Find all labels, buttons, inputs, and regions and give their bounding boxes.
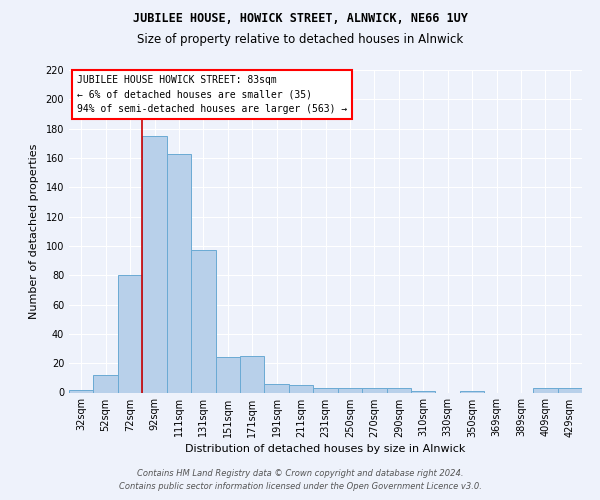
Text: Size of property relative to detached houses in Alnwick: Size of property relative to detached ho… <box>137 32 463 46</box>
Bar <box>265 384 289 392</box>
Bar <box>94 375 118 392</box>
Bar <box>191 250 215 392</box>
Bar <box>338 388 362 392</box>
Y-axis label: Number of detached properties: Number of detached properties <box>29 144 38 319</box>
Bar <box>69 390 94 392</box>
X-axis label: Distribution of detached houses by size in Alnwick: Distribution of detached houses by size … <box>185 444 466 454</box>
Bar <box>557 388 582 392</box>
Bar <box>289 385 313 392</box>
Bar <box>118 275 142 392</box>
Text: JUBILEE HOUSE HOWICK STREET: 83sqm
← 6% of detached houses are smaller (35)
94% : JUBILEE HOUSE HOWICK STREET: 83sqm ← 6% … <box>77 75 347 114</box>
Bar <box>362 388 386 392</box>
Text: JUBILEE HOUSE, HOWICK STREET, ALNWICK, NE66 1UY: JUBILEE HOUSE, HOWICK STREET, ALNWICK, N… <box>133 12 467 26</box>
Bar <box>167 154 191 392</box>
Text: Contains public sector information licensed under the Open Government Licence v3: Contains public sector information licen… <box>119 482 481 491</box>
Text: Contains HM Land Registry data © Crown copyright and database right 2024.: Contains HM Land Registry data © Crown c… <box>137 468 463 477</box>
Bar <box>240 356 265 393</box>
Bar <box>411 391 436 392</box>
Bar <box>215 358 240 392</box>
Bar <box>313 388 338 392</box>
Bar <box>533 388 557 392</box>
Bar <box>142 136 167 392</box>
Bar <box>460 391 484 392</box>
Bar <box>386 388 411 392</box>
